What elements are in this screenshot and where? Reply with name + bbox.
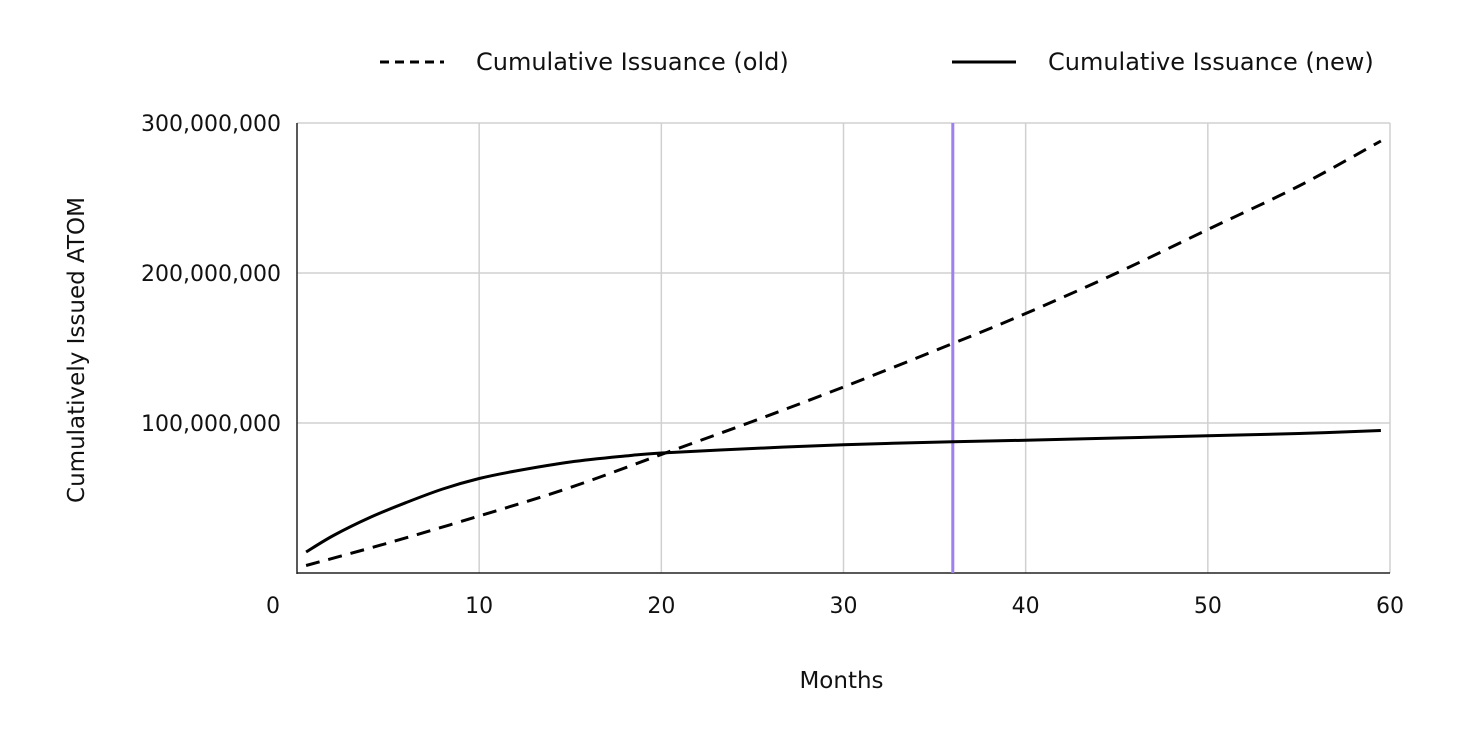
grid <box>297 122 1391 573</box>
axes <box>296 123 1390 574</box>
x-tick-label: 30 <box>830 594 858 619</box>
y-tick-label: 100,000,000 <box>141 412 281 437</box>
legend: Cumulative Issuance (old) Cumulative Issu… <box>380 48 1374 76</box>
x-tick-label: 40 <box>1012 594 1040 619</box>
y-axis-title: Cumulatively Issued ATOM <box>64 197 90 503</box>
y-tick-label: 200,000,000 <box>141 262 281 287</box>
x-tick-label: 60 <box>1376 594 1404 619</box>
legend-label-new: Cumulative Issuance (new) <box>1048 48 1374 76</box>
y-tick-label: 300,000,000 <box>141 112 281 137</box>
series-layer <box>305 139 1382 567</box>
tick-labels: 0 10 20 30 40 50 60 100,000,000 200,000,000 300,0… <box>141 112 1404 619</box>
x-tick-label: 20 <box>647 594 675 619</box>
series-line-new <box>305 429 1381 554</box>
x-tick-label: 50 <box>1194 594 1222 619</box>
legend-label-old: Cumulative Issuance (old) <box>476 48 789 76</box>
x-tick-label: 10 <box>465 594 493 619</box>
x-axis-title: Months <box>799 668 883 694</box>
x-tick-label: 0 <box>266 594 280 619</box>
